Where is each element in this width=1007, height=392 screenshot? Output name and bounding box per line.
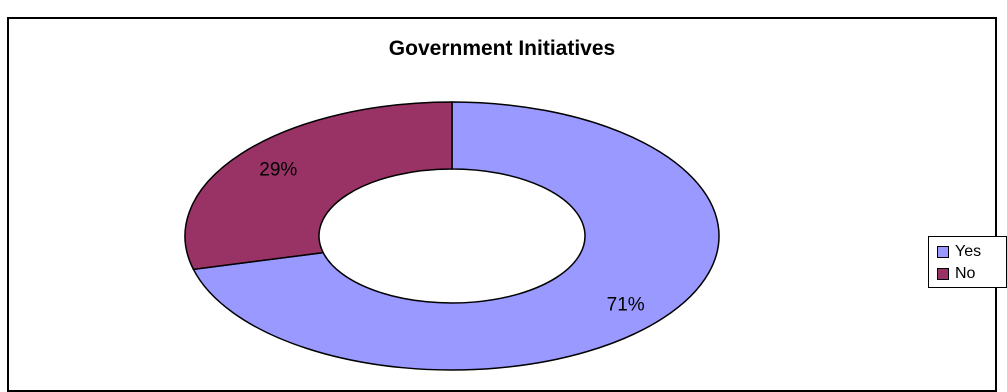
legend-label-yes: Yes	[955, 243, 982, 260]
slice-label-no: 29%	[259, 159, 297, 180]
slice-label-yes: 71%	[607, 295, 645, 316]
slice-yes	[192, 101, 720, 371]
legend-item-yes: Yes	[937, 243, 981, 261]
chart-title: Government Initiatives	[388, 37, 616, 60]
legend-label-no: No	[955, 265, 976, 282]
legend-swatch-yes	[937, 246, 949, 258]
slice-no	[184, 101, 453, 271]
legend-item-no: No	[937, 265, 975, 283]
legend-swatch-no	[937, 268, 949, 280]
chart-legend: Yes No	[928, 236, 1007, 288]
